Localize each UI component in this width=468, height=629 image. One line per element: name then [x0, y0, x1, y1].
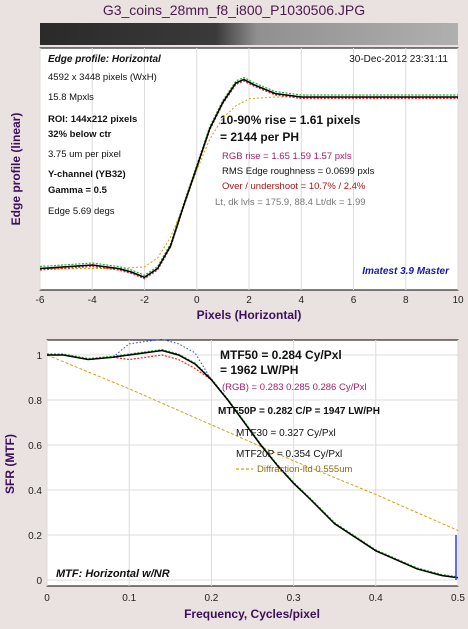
mtf-luma-line [47, 349, 459, 579]
mtf-ticks: 0 0.1 0.2 0.3 0.4 0.5 0 0.2 0.4 0.6 0.8 1 [28, 351, 465, 604]
info-line: 4592 x 3448 pixels (WxH) [48, 72, 157, 83]
mtf-plot-area [46, 339, 459, 587]
edge-x-tick: -4 [88, 295, 97, 306]
edge-red-line [39, 80, 458, 280]
edge-x-tick: 2 [246, 295, 252, 306]
edge-heading: Edge profile: Horizontal [48, 54, 161, 65]
mtf-y-tick: 1 [36, 351, 42, 362]
rise-line-2: = 2144 per PH [220, 130, 299, 144]
mtf-x-tick: 0.2 [204, 593, 218, 604]
rgb-rise: RGB rise = 1.65 1.59 1.57 pxls [222, 151, 352, 162]
mtf-x-tick: 0.3 [287, 593, 301, 604]
rms-roughness: RMS Edge roughness = 0.0699 pxls [222, 166, 375, 177]
mtf-y-tick: 0 [36, 576, 42, 587]
overshoot: Over / undershoot = 10.7% / 2.4% [222, 181, 366, 192]
mtf-y-tick: 0.8 [28, 396, 42, 407]
edge-grid [39, 48, 459, 290]
mtf50-line-1: MTF50 = 0.284 Cy/Pxl [220, 348, 342, 362]
edge-x-tick: 4 [298, 295, 304, 306]
mtf-x-tick: 0.4 [369, 593, 383, 604]
timestamp: 30-Dec-2012 23:31:11 [349, 54, 448, 65]
edge-x-tick: 8 [403, 295, 409, 306]
levels: Lt, dk lvls = 175.9, 88.4 Lt/dk = 1.99 [215, 197, 366, 208]
rgb-mtf: (RGB) = 0.283 0.285 0.286 Cy/Pxl [222, 382, 366, 393]
info-line: 3.75 um per pixel [48, 149, 121, 160]
window-title: G3_coins_28mm_f8_i800_P1030506.JPG [102, 2, 366, 18]
edge-diffraction-line [40, 96, 458, 269]
mtf-curves [46, 338, 459, 580]
edge-x-tick: 0 [194, 295, 200, 306]
edge-x-ticks: -6 -4 -2 0 2 4 6 8 10 [36, 295, 464, 306]
edge-curves [39, 76, 458, 280]
edge-luma-line [39, 78, 458, 279]
mtf50p: MTF50P = 0.282 C/P = 1947 LW/PH [218, 406, 380, 417]
info-line: 32% below ctr [48, 129, 112, 140]
mtf-x-label: Frequency, Cycles/pixel [184, 607, 320, 621]
edge-x-label: Pixels (Horizontal) [197, 308, 302, 322]
info-line: 15.8 Mpxls [48, 92, 94, 103]
edge-green-line [39, 76, 458, 276]
info-line: Y-channel (YB32) [48, 169, 126, 180]
mtf-footer: MTF: Horizontal w/NR [56, 568, 170, 580]
edge-strip [40, 23, 458, 45]
diffraction-label: Diffraction-ltd 0.555um [257, 464, 352, 475]
diffraction-legend: Diffraction-ltd 0.555um [236, 464, 352, 475]
mtf-x-tick: 0 [44, 593, 50, 604]
mtf-x-tick: 0.1 [122, 593, 136, 604]
mtf-y-tick: 0.4 [28, 486, 42, 497]
info-line: Edge 5.69 degs [48, 206, 115, 217]
rise-line-1: 10-90% rise = 1.61 pixels [220, 113, 361, 127]
edge-x-tick: 10 [452, 295, 464, 306]
mtf50-line-2: = 1962 LW/PH [220, 363, 298, 377]
edge-x-tick: -6 [36, 295, 45, 306]
mtf-y-label: SFR (MTF) [3, 434, 17, 494]
edge-y-label: Edge profile (linear) [9, 113, 23, 226]
mtf20p: MTF20P = 0.354 Cy/Pxl [236, 449, 342, 460]
mtf-x-tick: 0.5 [451, 593, 465, 604]
info-line: ROI: 144x212 pixels [48, 114, 137, 125]
mtf-diffraction-line [46, 354, 459, 531]
mtf-y-tick: 0.2 [28, 531, 42, 542]
mtf30: MTF30 = 0.327 Cy/Pxl [236, 428, 336, 439]
edge-x-tick: -2 [140, 295, 149, 306]
mtf-grid [46, 340, 459, 586]
edge-x-tick: 6 [351, 295, 357, 306]
info-line: Gamma = 0.5 [48, 185, 108, 196]
mtf-y-tick: 0.6 [28, 441, 42, 452]
brand: Imatest 3.9 Master [362, 266, 450, 277]
